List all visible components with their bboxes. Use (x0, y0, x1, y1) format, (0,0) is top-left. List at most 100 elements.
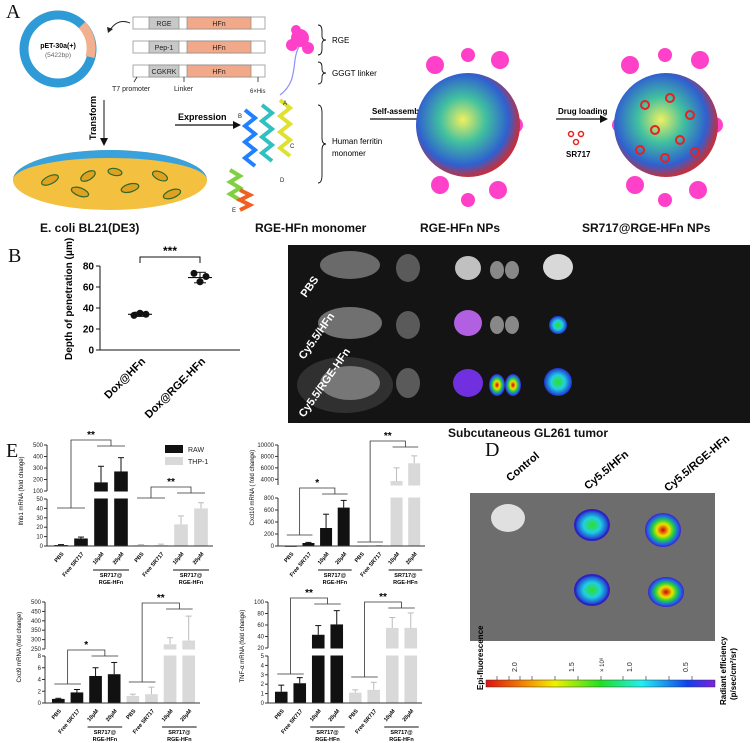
significance-bracket (128, 602, 193, 683)
y-tick-label: 3 (261, 673, 265, 679)
x-tick-label: PBS (51, 708, 63, 721)
organ-cy55-rge-hfn-2 (648, 577, 684, 607)
y-tick-label: 80 (83, 262, 95, 273)
significance-bracket (357, 440, 419, 543)
bar (293, 683, 307, 703)
transform-label: Transform (88, 96, 98, 140)
group-label: SR717@ (168, 730, 191, 736)
data-point (136, 309, 144, 317)
brace-monomer-label: Human ferritin (332, 137, 382, 146)
x-tick-label: 10μM (317, 551, 331, 566)
x-tick-label: 20μM (405, 551, 419, 566)
colorbar-right-label: Radiant efficiency (719, 636, 728, 705)
y-tick-label: 300 (33, 466, 44, 472)
bar (51, 698, 65, 703)
bar (302, 543, 315, 546)
brace-monomer-label-2: monomer (332, 149, 366, 158)
panel-a: A pET-30a(+) (5422bp) RGE HFn Pep-1 HFn (6, 1, 723, 235)
helix-label-a: A (283, 101, 287, 107)
axis-break-gap (39, 649, 202, 656)
axis-break-gap (41, 491, 215, 499)
plasmid-size: (5422bp) (45, 52, 71, 59)
bar (337, 507, 350, 546)
data-point (190, 269, 198, 277)
bar (348, 692, 362, 703)
caption-nps: RGE-HFn NPs (420, 221, 500, 235)
y-tick-label: 6000 (261, 466, 275, 472)
y-tick-label: 0 (38, 701, 42, 707)
construct-tag: RGE (156, 21, 172, 28)
x-tick-label: PBS (134, 551, 146, 564)
y-tick-label: 10000 (257, 443, 274, 449)
plasmid-insert (78, 21, 96, 59)
x-tick-label: 10μM (92, 551, 106, 566)
y-tick-label: 300 (31, 638, 42, 644)
bar (320, 528, 333, 546)
panel-label-a: A (6, 1, 21, 23)
y-tick-label: 80 (257, 612, 264, 618)
bar (408, 463, 421, 546)
y-axis-label: Ifnb1 mRNA (fold change) (19, 456, 25, 525)
x-tick-label: Dox@HFn (102, 355, 148, 401)
organ-control (491, 504, 525, 532)
organ-cy55-hfn-2 (574, 574, 610, 606)
bar (126, 695, 140, 703)
bar (145, 694, 158, 703)
y-tick-label: 60 (83, 283, 95, 294)
bar (114, 471, 128, 546)
panel-c: C PBS Cy5.5/HFn Cy5.5/RGE-HFn Subcutaneo… (288, 245, 750, 440)
construct-pep1: Pep-1 HFn (132, 40, 266, 54)
plasmid-map: pET-30a(+) (5422bp) (19, 10, 97, 88)
y-tick-label: 5 (261, 654, 265, 660)
organs (297, 251, 573, 413)
significance-label: ** (384, 431, 392, 442)
group-label: SR717@ (324, 573, 347, 579)
group-label: RGE-HFn (167, 737, 192, 743)
bar (390, 481, 403, 546)
helix-label-d: D (280, 178, 285, 184)
group-label: SR717@ (94, 730, 117, 736)
y-tick-label: 20 (257, 646, 264, 652)
y-tick-label: 200 (33, 478, 44, 484)
t7-promoter-label: T7 promoter (112, 86, 151, 93)
significance-bracket (57, 439, 125, 509)
y-tick-label: 450 (31, 609, 42, 615)
group-label: SR717@ (100, 573, 123, 579)
caption-ecoli: E. coli BL21(DE3) (40, 221, 139, 235)
axis-break-gap (272, 485, 427, 498)
significance-label: * (315, 478, 319, 489)
data-point (202, 273, 210, 280)
penetration-chart: 0 20 40 60 80 Depth of penetration (μm) Dox@HF… (64, 238, 240, 421)
data-point (196, 278, 204, 286)
panel-label-d: D (485, 439, 499, 461)
nanoparticle-loaded (612, 48, 723, 207)
helix-label-c: C (290, 144, 295, 150)
x-tick-label: 20μM (180, 708, 194, 723)
construct-tag: Pep-1 (155, 45, 174, 52)
brace-linker-label: GGGT linker (332, 69, 377, 78)
expression-arrowhead (233, 121, 241, 129)
y-tick-label: 30 (36, 516, 43, 522)
bar (70, 692, 84, 703)
x-tick-label: 10μM (387, 551, 401, 566)
colorbar-tick: 2.0 (512, 662, 519, 672)
construct-cgkrk: CGKRK HFn (132, 64, 266, 83)
self-assemble-label: Self-assemble (372, 107, 426, 116)
panel-b: B 0 20 40 60 80 Depth of penetration (μm) Dox@… (8, 238, 240, 421)
significance-label: * (84, 640, 88, 651)
transform-arrowhead (100, 138, 108, 146)
y-tick-label: 6 (38, 666, 42, 672)
y-axis-label: Depth of penetration (μm) (64, 238, 75, 360)
y-tick-label: 1 (261, 692, 265, 698)
y-tick-label: 40 (36, 506, 43, 512)
group-label: SR717@ (316, 730, 339, 736)
x-tick-label: PBS (274, 708, 286, 721)
significance-label: ** (379, 592, 387, 603)
x-tick-label: 20μM (192, 551, 206, 566)
y-tick-label: 60 (257, 623, 264, 629)
x-tick-label: 20μM (112, 551, 126, 566)
bacteria (41, 167, 182, 200)
his-tag-label: 6×His (250, 89, 266, 95)
